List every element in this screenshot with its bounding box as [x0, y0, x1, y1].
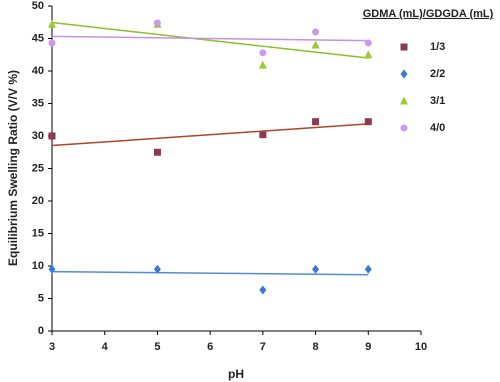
y-tick-label: 15: [32, 227, 44, 239]
trendline: [51, 270, 369, 276]
data-point: [259, 285, 267, 295]
y-tick-label: 35: [32, 97, 44, 109]
legend-label: 2/2: [430, 68, 445, 80]
legend-marker: [400, 69, 408, 79]
x-axis-label: pH: [228, 367, 244, 381]
trendline: [51, 123, 369, 147]
y-tick-label: 20: [32, 195, 44, 207]
data-point: [153, 148, 161, 156]
data-point: [311, 40, 320, 49]
data-point: [153, 19, 161, 27]
legend-label: 3/1: [430, 95, 445, 107]
y-axis-label: Equilibrium Swelling Ratio (V/V %): [6, 70, 20, 266]
legend-marker: [400, 96, 408, 105]
legend-label: 4/0: [430, 122, 445, 134]
x-tick-label: 5: [154, 341, 160, 353]
x-tick-label: 3: [49, 341, 55, 353]
data-point: [364, 118, 372, 126]
data-point: [364, 264, 372, 274]
y-tick-label: 5: [38, 292, 44, 304]
y-tick-label: 10: [32, 260, 44, 272]
data-point: [259, 49, 267, 57]
trendline: [51, 35, 369, 42]
x-tick-label: 9: [365, 341, 371, 353]
data-point: [48, 132, 56, 140]
data-point: [48, 264, 56, 274]
x-tick-label: 6: [207, 341, 213, 353]
legend-marker: [400, 124, 408, 132]
legend-title: GDMA (mL)/GDGDA (mL): [363, 8, 494, 20]
x-tick-label: 4: [102, 341, 109, 353]
data-point: [364, 50, 373, 59]
y-tick-label: 30: [32, 130, 44, 142]
data-point: [312, 264, 320, 274]
y-tick-label: 0: [38, 325, 44, 337]
y-tick-label: 45: [32, 32, 44, 44]
data-point: [312, 118, 320, 126]
y-tick-label: 40: [32, 65, 44, 77]
data-point: [153, 264, 161, 274]
data-point: [312, 28, 320, 36]
data-point: [48, 39, 56, 47]
y-tick-label: 25: [32, 162, 44, 174]
data-point: [259, 131, 267, 139]
x-tick-label: 7: [260, 341, 266, 353]
y-tick-label: 50: [32, 0, 44, 12]
data-point: [364, 39, 372, 47]
x-tick-label: 10: [415, 341, 427, 353]
legend-marker: [400, 43, 408, 51]
data-point: [258, 60, 267, 69]
legend-label: 1/3: [430, 41, 445, 53]
data-point: [48, 19, 56, 28]
trendline: [51, 21, 369, 59]
x-tick-label: 8: [313, 341, 319, 353]
